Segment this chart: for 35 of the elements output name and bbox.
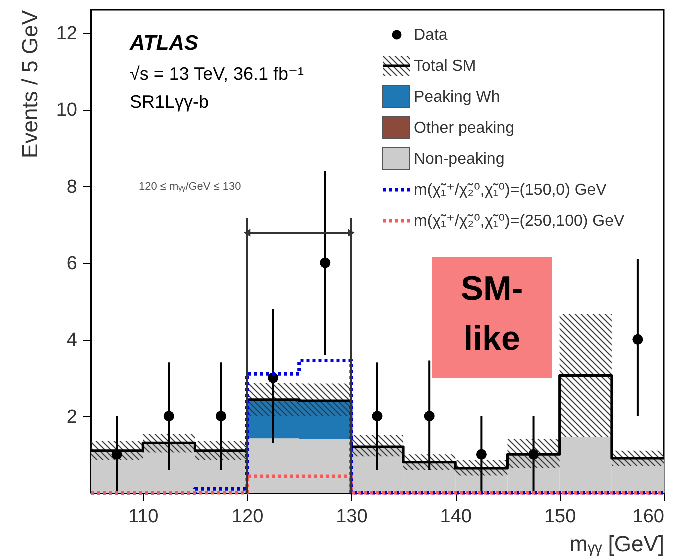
annotation: SM-like	[460, 270, 524, 358]
y-tick-label: 4	[66, 330, 78, 352]
point	[632, 334, 644, 345]
point	[320, 258, 331, 268]
y-tick-label: 6	[66, 254, 78, 274]
legend-label: Peaking Wh	[414, 89, 500, 106]
annotation: ATLAS	[129, 32, 198, 55]
x-tick-label: 150	[544, 506, 576, 528]
legend-label: m(χ̃₁⁺/χ̃₂⁰,χ̃₁⁰)=(150,0) GeV	[414, 182, 608, 199]
x-tick-label: 120	[232, 506, 264, 528]
legend-label: Other peaking	[414, 120, 515, 137]
annotation: SR1Lγγ-b	[130, 92, 210, 112]
x-axis-title: mᵧᵧ [GeV]	[570, 532, 664, 556]
legend-label: Total SM	[414, 58, 476, 75]
point	[164, 411, 174, 422]
x-tick-label: 110	[128, 506, 159, 528]
y-tick-label: 10	[56, 100, 78, 122]
point	[424, 411, 435, 422]
annotation: √s = 13 TeV, 36.1 fb⁻¹	[130, 64, 304, 84]
y-tick-label: 12	[56, 24, 78, 44]
ref-line-label: 120 ≤ mᵧᵧ/GeV ≤ 130	[138, 181, 242, 193]
legend-label: Non-peaking	[414, 151, 505, 168]
x-tick-label: 140	[440, 506, 472, 528]
point	[372, 411, 383, 422]
legend-label: Data	[414, 27, 448, 44]
x-tick-label: 130	[336, 506, 368, 528]
legend-label: m(χ̃₁⁺/χ̃₂⁰,χ̃₁⁰)=(250,100) GeV	[414, 213, 625, 230]
y-tick-label: 2	[66, 406, 78, 428]
point	[476, 449, 487, 460]
point	[528, 449, 540, 460]
x-tick-label: 160	[632, 506, 664, 528]
y-axis-title: Events / 5 GeV	[17, 10, 42, 158]
point	[216, 411, 226, 422]
y-tick-label: 8	[66, 176, 78, 198]
point	[112, 449, 122, 460]
